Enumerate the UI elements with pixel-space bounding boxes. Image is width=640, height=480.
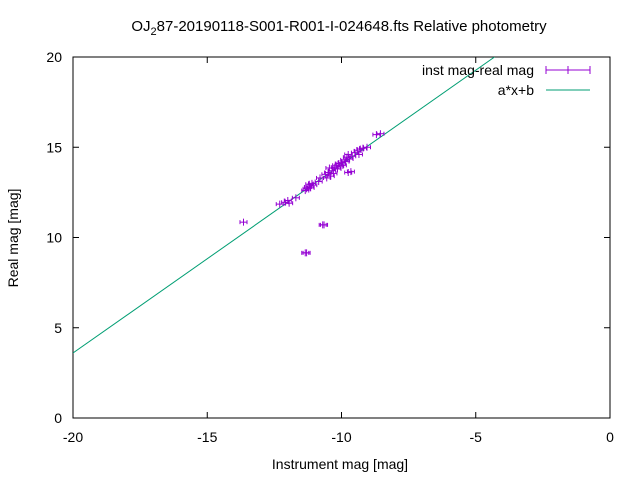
legend-label-points: inst mag-real mag [422, 62, 534, 78]
data-point [314, 178, 323, 186]
chart-title-subscript: 2 [151, 26, 157, 38]
x-tick-label: 0 [606, 429, 614, 445]
data-point [338, 161, 347, 169]
data-point [309, 181, 318, 189]
data-point [346, 168, 355, 176]
data-point [363, 143, 372, 151]
legend-swatch-points [545, 66, 591, 74]
x-tick-label: -10 [331, 429, 351, 445]
chart-title-suffix: 87-20190118-S001-R001-I-024648.fts Relat… [157, 18, 547, 35]
x-tick-label: -5 [470, 429, 483, 445]
plot-area [72, 56, 611, 419]
chart-title: OJ287-20190118-S001-R001-I-024648.fts Re… [131, 18, 547, 38]
data-point [329, 169, 338, 177]
x-tick-label: -20 [63, 429, 83, 445]
data-point [239, 218, 248, 226]
plot-frame [72, 56, 611, 419]
data-point [285, 199, 294, 207]
x-tick-label: -15 [197, 429, 217, 445]
data-point [320, 221, 329, 229]
x-axis-label: Instrument mag [mag] [272, 456, 408, 472]
data-point [376, 130, 385, 138]
data-point [354, 150, 363, 158]
y-tick-label: 15 [46, 139, 62, 155]
chart-title-prefix: OJ [131, 18, 150, 35]
y-tick-label: 0 [54, 410, 62, 426]
data-point [283, 196, 292, 204]
data-point [341, 158, 350, 166]
y-tick-label: 20 [46, 49, 62, 65]
y-tick-label: 10 [46, 230, 62, 246]
x-axis-ticks: -20 -15 -10 -5 0 [63, 57, 614, 445]
y-tick-label: 5 [54, 320, 62, 336]
y-axis-ticks: 0 5 10 15 20 [46, 49, 610, 426]
data-point [372, 131, 381, 139]
y-axis-label: Real mag [mag] [5, 189, 21, 288]
data-point [322, 174, 331, 182]
series-line-fit [73, 57, 495, 354]
legend: inst mag-real mag a*x+b [422, 62, 591, 98]
data-point [291, 194, 300, 202]
data-point [302, 249, 311, 257]
legend-label-fit: a*x+b [498, 82, 534, 98]
